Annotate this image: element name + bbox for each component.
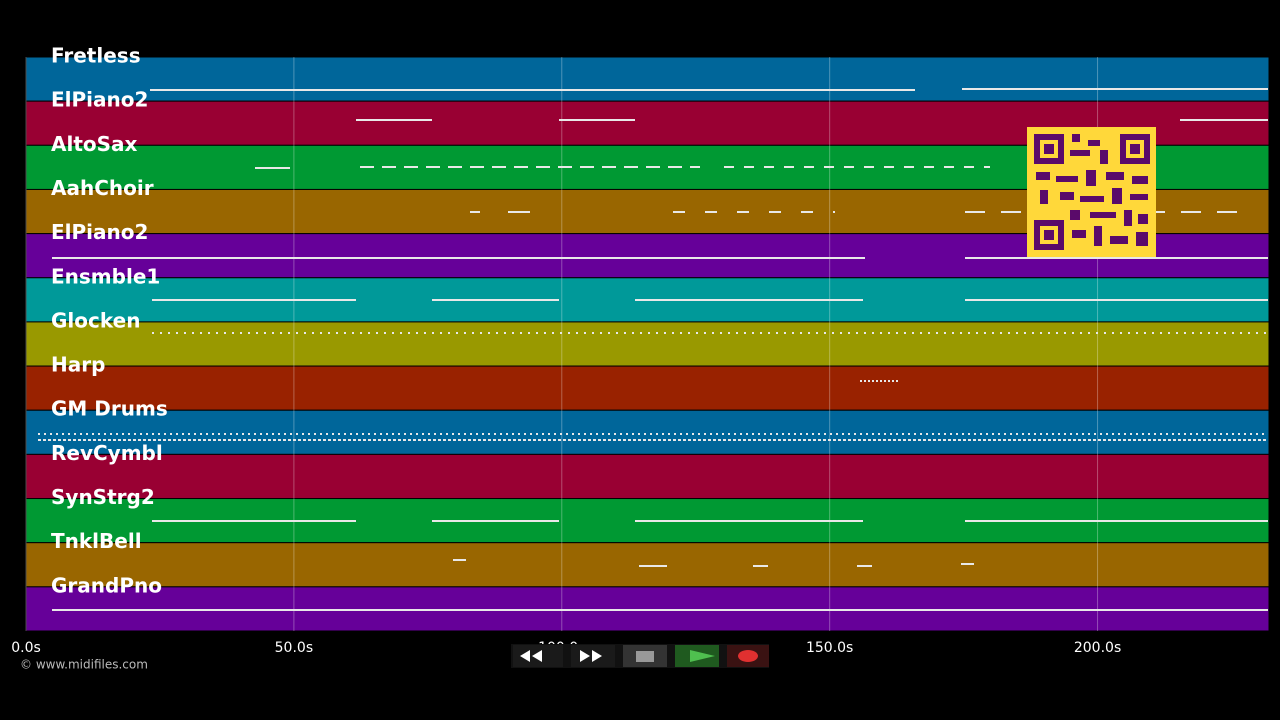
track-name: Ensmble1 <box>51 264 160 288</box>
qr-code <box>1027 127 1156 257</box>
track-name: ElPiano2 <box>51 88 148 112</box>
track-name: Fretless <box>51 44 141 68</box>
track-band <box>25 56 1270 102</box>
track-name: Harp <box>51 353 105 377</box>
track-name: AltoSax <box>51 132 138 156</box>
track-name: RevCymbl <box>51 441 163 465</box>
time-tick-label: 200.0s <box>1074 640 1121 656</box>
stop-button[interactable] <box>623 645 667 667</box>
track-name: GrandPno <box>51 573 162 597</box>
fast-forward-button[interactable] <box>571 645 615 667</box>
track-band <box>25 409 1270 455</box>
track-name: Glocken <box>51 308 140 332</box>
track-name: AahChoir <box>51 176 154 200</box>
transport-controls <box>511 644 769 668</box>
notes <box>38 88 1268 611</box>
time-tick-label: 150.0s <box>806 640 853 656</box>
track-name: GM Drums <box>51 397 168 421</box>
copyright: © www.midifiles.com <box>20 658 148 672</box>
rewind-button[interactable] <box>513 645 563 667</box>
time-tick-label: 0.0s <box>11 640 41 656</box>
track-band <box>25 453 1270 500</box>
track-band <box>25 542 1270 588</box>
track-band <box>25 365 1270 411</box>
track-name: ElPiano2 <box>51 220 148 244</box>
track-band <box>25 321 1270 367</box>
track-band <box>25 586 1270 632</box>
time-tick-label: 50.0s <box>275 640 313 656</box>
play-button[interactable] <box>675 645 719 667</box>
record-button[interactable] <box>727 645 769 667</box>
track-name: SynStrg2 <box>51 485 155 509</box>
track-name: TnklBell <box>51 529 142 553</box>
